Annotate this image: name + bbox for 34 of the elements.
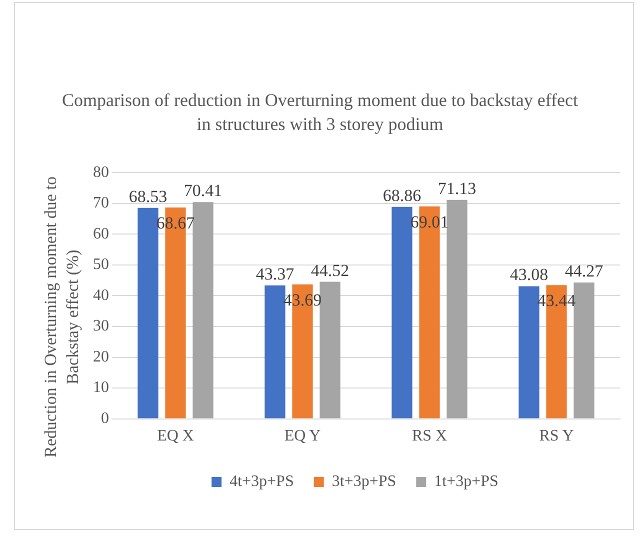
y-tick-label: 50 [93,256,109,274]
y-tick-label: 40 [93,286,109,304]
x-tick-label: RS Y [539,428,574,445]
y-tick-label: 20 [93,348,109,366]
chart-title: Comparison of reduction in Overturning moment due to backstay effect in structures with 3 storey podium [60,89,580,136]
data-label: 43.08 [510,265,548,284]
y-tick-label: 0 [101,410,109,428]
bar [264,285,286,418]
data-label: 68.86 [382,186,422,205]
bar [192,202,214,418]
y-tick-label: 10 [93,379,109,396]
y-tick-label: 30 [93,318,109,335]
bar [320,282,340,418]
x-tick-label: EQ Y [284,428,322,445]
y-axis-title: Reduction in Overturning moment due to Backstay effect (%) [40,176,83,460]
bar [446,200,468,418]
data-label: 71.13 [438,178,476,198]
y-tick-label: 80 [93,164,109,181]
legend-label: 3t+3p+PS [332,473,396,490]
x-tick-label: RS X [412,428,448,445]
bar [138,208,158,418]
data-label: 43.37 [256,264,295,284]
bar [574,282,594,418]
data-label: 68.53 [128,186,168,206]
data-label: 70.41 [184,181,222,200]
y-tick-label: 70 [93,194,109,212]
bar [392,206,412,418]
data-label: 44.27 [564,262,604,281]
x-tick-label: EQ X [157,428,194,445]
y-tick-label: 60 [93,225,109,242]
data-label: 44.52 [310,260,350,280]
legend-label: 1t+3p+PS [434,473,498,490]
bar [518,286,540,418]
legend-label: 4t+3p+PS [230,473,294,490]
